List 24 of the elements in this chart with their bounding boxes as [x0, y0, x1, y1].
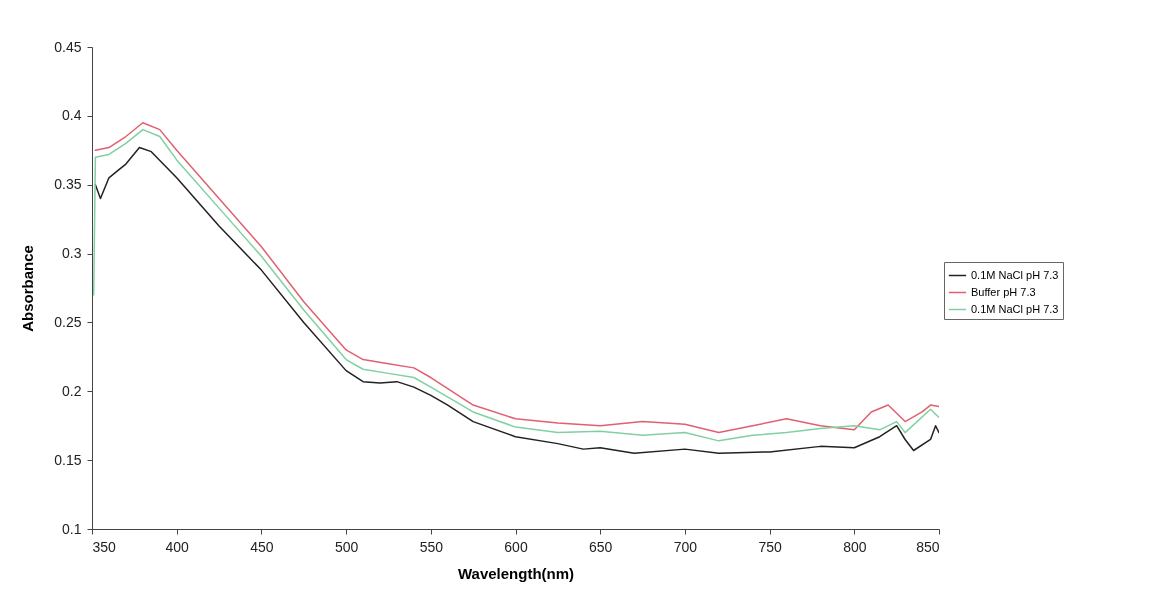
y-tick-label: 0.25	[54, 313, 82, 330]
y-tick-label: 0.2	[62, 382, 82, 399]
x-tick-label: 550	[419, 538, 444, 555]
x-tick-label: 700	[673, 538, 698, 555]
legend-label: 0.1M NaCl pH 7.3	[971, 302, 1059, 315]
y-tick-label: 0.3	[62, 245, 82, 262]
x-tick-label: 500	[334, 538, 359, 555]
x-tick-label: 800	[843, 538, 867, 555]
y-tick-label: 0.1	[62, 520, 82, 537]
y-tick-label: 0.45	[54, 38, 82, 55]
legend-label: Buffer pH 7.3	[971, 285, 1036, 298]
y-axis-title: Absorbance	[19, 245, 37, 332]
y-tick-label: 0.35	[54, 176, 82, 193]
x-tick-label: 600	[504, 538, 528, 555]
legend-label: 0.1M NaCl pH 7.3	[971, 268, 1059, 281]
x-tick-label: 750	[758, 538, 782, 555]
x-axis-title: Wavelength(nm)	[457, 564, 575, 582]
x-tick-label: 350	[92, 538, 117, 555]
x-tick-label: 850	[916, 538, 940, 555]
x-tick-label: 650	[589, 538, 613, 555]
y-tick-label: 0.15	[54, 451, 82, 468]
x-tick-label: 450	[250, 538, 274, 555]
y-tick-label: 0.4	[62, 107, 82, 124]
x-tick-label: 400	[165, 538, 190, 555]
